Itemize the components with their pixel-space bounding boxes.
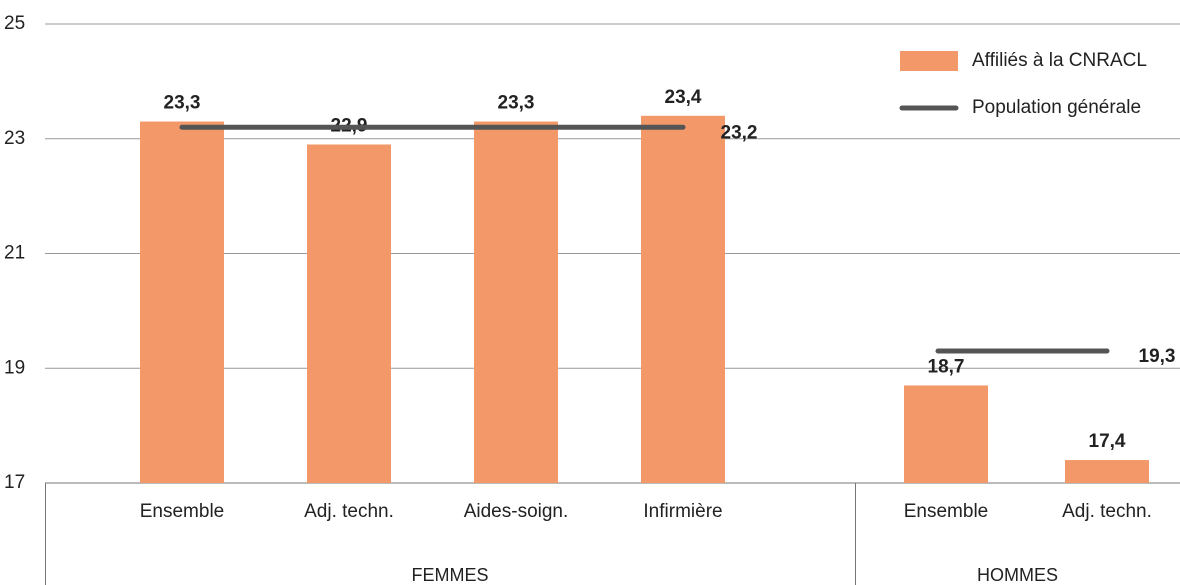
x-tick-label: Ensemble bbox=[904, 501, 989, 522]
value-label: 23,3 bbox=[498, 93, 535, 114]
x-tick-label: Aides-soign. bbox=[464, 501, 569, 522]
bar bbox=[1065, 460, 1149, 483]
value-label: 17,4 bbox=[1089, 431, 1126, 452]
group-label: HOMMES bbox=[977, 565, 1058, 585]
bar bbox=[474, 121, 558, 483]
value-label: 23,3 bbox=[164, 93, 201, 114]
x-tick-label: Infirmière bbox=[643, 501, 722, 522]
legend-label: Affiliés à la CNRACL bbox=[972, 50, 1147, 71]
y-tick-label: 17 bbox=[4, 472, 25, 493]
bar bbox=[904, 385, 988, 483]
y-tick-label: 21 bbox=[4, 243, 25, 264]
group-label: FEMMES bbox=[411, 565, 488, 585]
value-label: 18,7 bbox=[928, 356, 965, 377]
y-tick-label: 19 bbox=[4, 357, 25, 378]
bar bbox=[641, 115, 725, 484]
legend-label: Population générale bbox=[972, 97, 1141, 118]
x-tick-label: Adj. techn. bbox=[1062, 501, 1152, 522]
y-tick-label: 25 bbox=[4, 13, 25, 34]
bar bbox=[140, 121, 224, 483]
x-tick-label: Ensemble bbox=[140, 501, 225, 522]
y-tick-label: 23 bbox=[4, 128, 25, 149]
value-label: 19,3 bbox=[1139, 346, 1176, 367]
value-label: 23,4 bbox=[665, 87, 702, 108]
bar bbox=[307, 144, 391, 484]
x-tick-label: Adj. techn. bbox=[304, 501, 394, 522]
legend-swatch bbox=[900, 51, 958, 71]
value-label: 23,2 bbox=[721, 122, 758, 143]
